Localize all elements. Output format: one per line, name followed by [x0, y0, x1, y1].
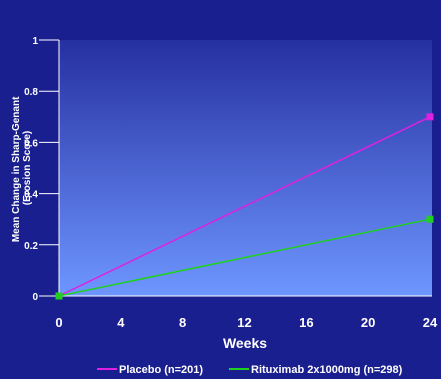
y-tick-label: 1 — [32, 36, 38, 47]
x-tick-label: 12 — [237, 315, 251, 330]
legend: Placebo (n=201) Rituximab 2x1000mg (n=29… — [97, 364, 403, 376]
y-tick-label: 0.6 — [24, 138, 38, 149]
y-axis-label-line-2: (Erosion Score) — [22, 131, 33, 205]
x-tick-label: 4 — [117, 315, 125, 330]
y-tick-label: 0.4 — [24, 190, 38, 201]
series-layer — [55, 113, 434, 300]
series-line-0 — [58, 116, 431, 297]
y-tick-label: 0.8 — [24, 87, 38, 98]
plot-area — [59, 40, 432, 296]
data-point — [426, 215, 434, 223]
x-axis-label: Weeks — [223, 335, 267, 351]
y-tick-label: 0 — [32, 292, 38, 303]
data-point — [55, 292, 63, 300]
y-axis-label-line-1: Mean Change in Sharp-Genant — [11, 96, 22, 242]
x-tick-label: 16 — [299, 315, 313, 330]
x-tick-label: 20 — [361, 315, 375, 330]
data-point — [426, 113, 434, 121]
legend-label-placebo: Placebo (n=201) — [119, 364, 203, 376]
y-axis-label: Mean Change in Sharp-Genant (Erosion Sco… — [11, 94, 33, 242]
x-tick-label: 8 — [179, 315, 186, 330]
series-line-1 — [58, 218, 431, 297]
x-tick-label: 24 — [423, 315, 438, 330]
legend-label-rituximab: Rituximab 2x1000mg (n=298) — [251, 364, 403, 376]
y-tick-label: 0.2 — [24, 241, 38, 252]
x-tick-label: 0 — [55, 315, 62, 330]
